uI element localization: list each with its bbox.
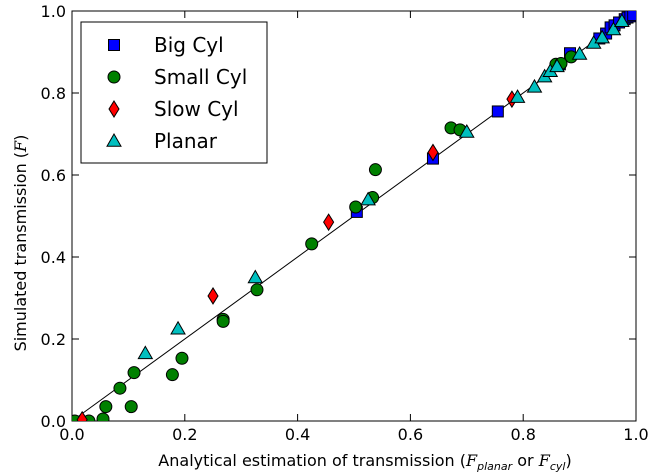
small-cyl-point bbox=[175, 351, 189, 365]
small-cyl-point bbox=[368, 163, 382, 177]
legend-label-planar: Planar bbox=[154, 129, 218, 153]
small-cyl-point bbox=[96, 412, 110, 421]
slow-cyl-point bbox=[76, 410, 88, 421]
planar-point bbox=[509, 89, 526, 103]
slow-cyl-point bbox=[427, 143, 439, 162]
small-cyl-point bbox=[250, 283, 264, 297]
small-cyl-point bbox=[113, 381, 127, 395]
y-tick-label: 0.4 bbox=[41, 248, 66, 267]
y-tick-label: 0.8 bbox=[41, 84, 66, 103]
small-cyl-point bbox=[216, 314, 230, 328]
x-tick-label: 1.0 bbox=[623, 425, 648, 444]
x-tick-label: 0.4 bbox=[285, 425, 310, 444]
slow-cyl-point bbox=[323, 213, 335, 232]
legend-label-slow-cyl: Slow Cyl bbox=[154, 97, 239, 121]
y-axis-label: Simulated transmission (F) bbox=[11, 135, 30, 352]
legend-marker-planar bbox=[106, 132, 122, 147]
y-tick-label: 0.6 bbox=[41, 166, 66, 185]
planar-point bbox=[614, 13, 630, 27]
x-tick-label: 0.2 bbox=[172, 425, 197, 444]
x-axis-label: Analytical estimation of transmission (F… bbox=[158, 451, 571, 473]
axis-ticks: 0.0 0.2 0.4 0.6 0.8 1.0 0.0 0.2 0.4 0.6 0.8 1.0 bbox=[41, 2, 649, 444]
legend-marker-small-cyl bbox=[107, 70, 121, 84]
planar-point bbox=[571, 46, 588, 60]
planar-point bbox=[526, 78, 543, 93]
planar-point bbox=[458, 123, 475, 138]
big-cyl-point bbox=[491, 105, 504, 118]
slow-cyl-point bbox=[207, 287, 219, 305]
legend-marker-slow-cyl bbox=[108, 100, 120, 118]
small-cyl-point bbox=[165, 368, 179, 382]
planar-point bbox=[137, 345, 154, 360]
y-tick-label: 0.2 bbox=[41, 330, 66, 349]
small-cyl-point bbox=[127, 366, 141, 380]
y-tick-label: 0.0 bbox=[41, 412, 66, 431]
legend-label-small-cyl: Small Cyl bbox=[154, 65, 247, 89]
small-cyl-point bbox=[349, 200, 363, 214]
planar-point bbox=[170, 320, 186, 335]
small-cyl-point bbox=[99, 400, 113, 414]
planar-point bbox=[594, 29, 611, 44]
small-cyl-point bbox=[305, 237, 319, 251]
planar-point bbox=[360, 191, 376, 206]
x-tick-label: 0.8 bbox=[510, 425, 535, 444]
x-tick-label: 0.6 bbox=[398, 425, 423, 444]
y-tick-label: 1.0 bbox=[41, 2, 66, 21]
legend: Big Cyl Small Cyl Slow Cyl Planar bbox=[80, 21, 268, 164]
legend-marker-big-cyl bbox=[108, 39, 120, 51]
big-cyl-point bbox=[627, 11, 636, 22]
planar-point bbox=[549, 58, 565, 73]
planar-point bbox=[605, 21, 622, 36]
small-cyl-point bbox=[124, 400, 138, 414]
planar-point bbox=[247, 269, 264, 284]
x-tick-label: 0.0 bbox=[59, 425, 84, 444]
legend-label-big-cyl: Big Cyl bbox=[154, 33, 224, 57]
data-points bbox=[72, 11, 636, 421]
